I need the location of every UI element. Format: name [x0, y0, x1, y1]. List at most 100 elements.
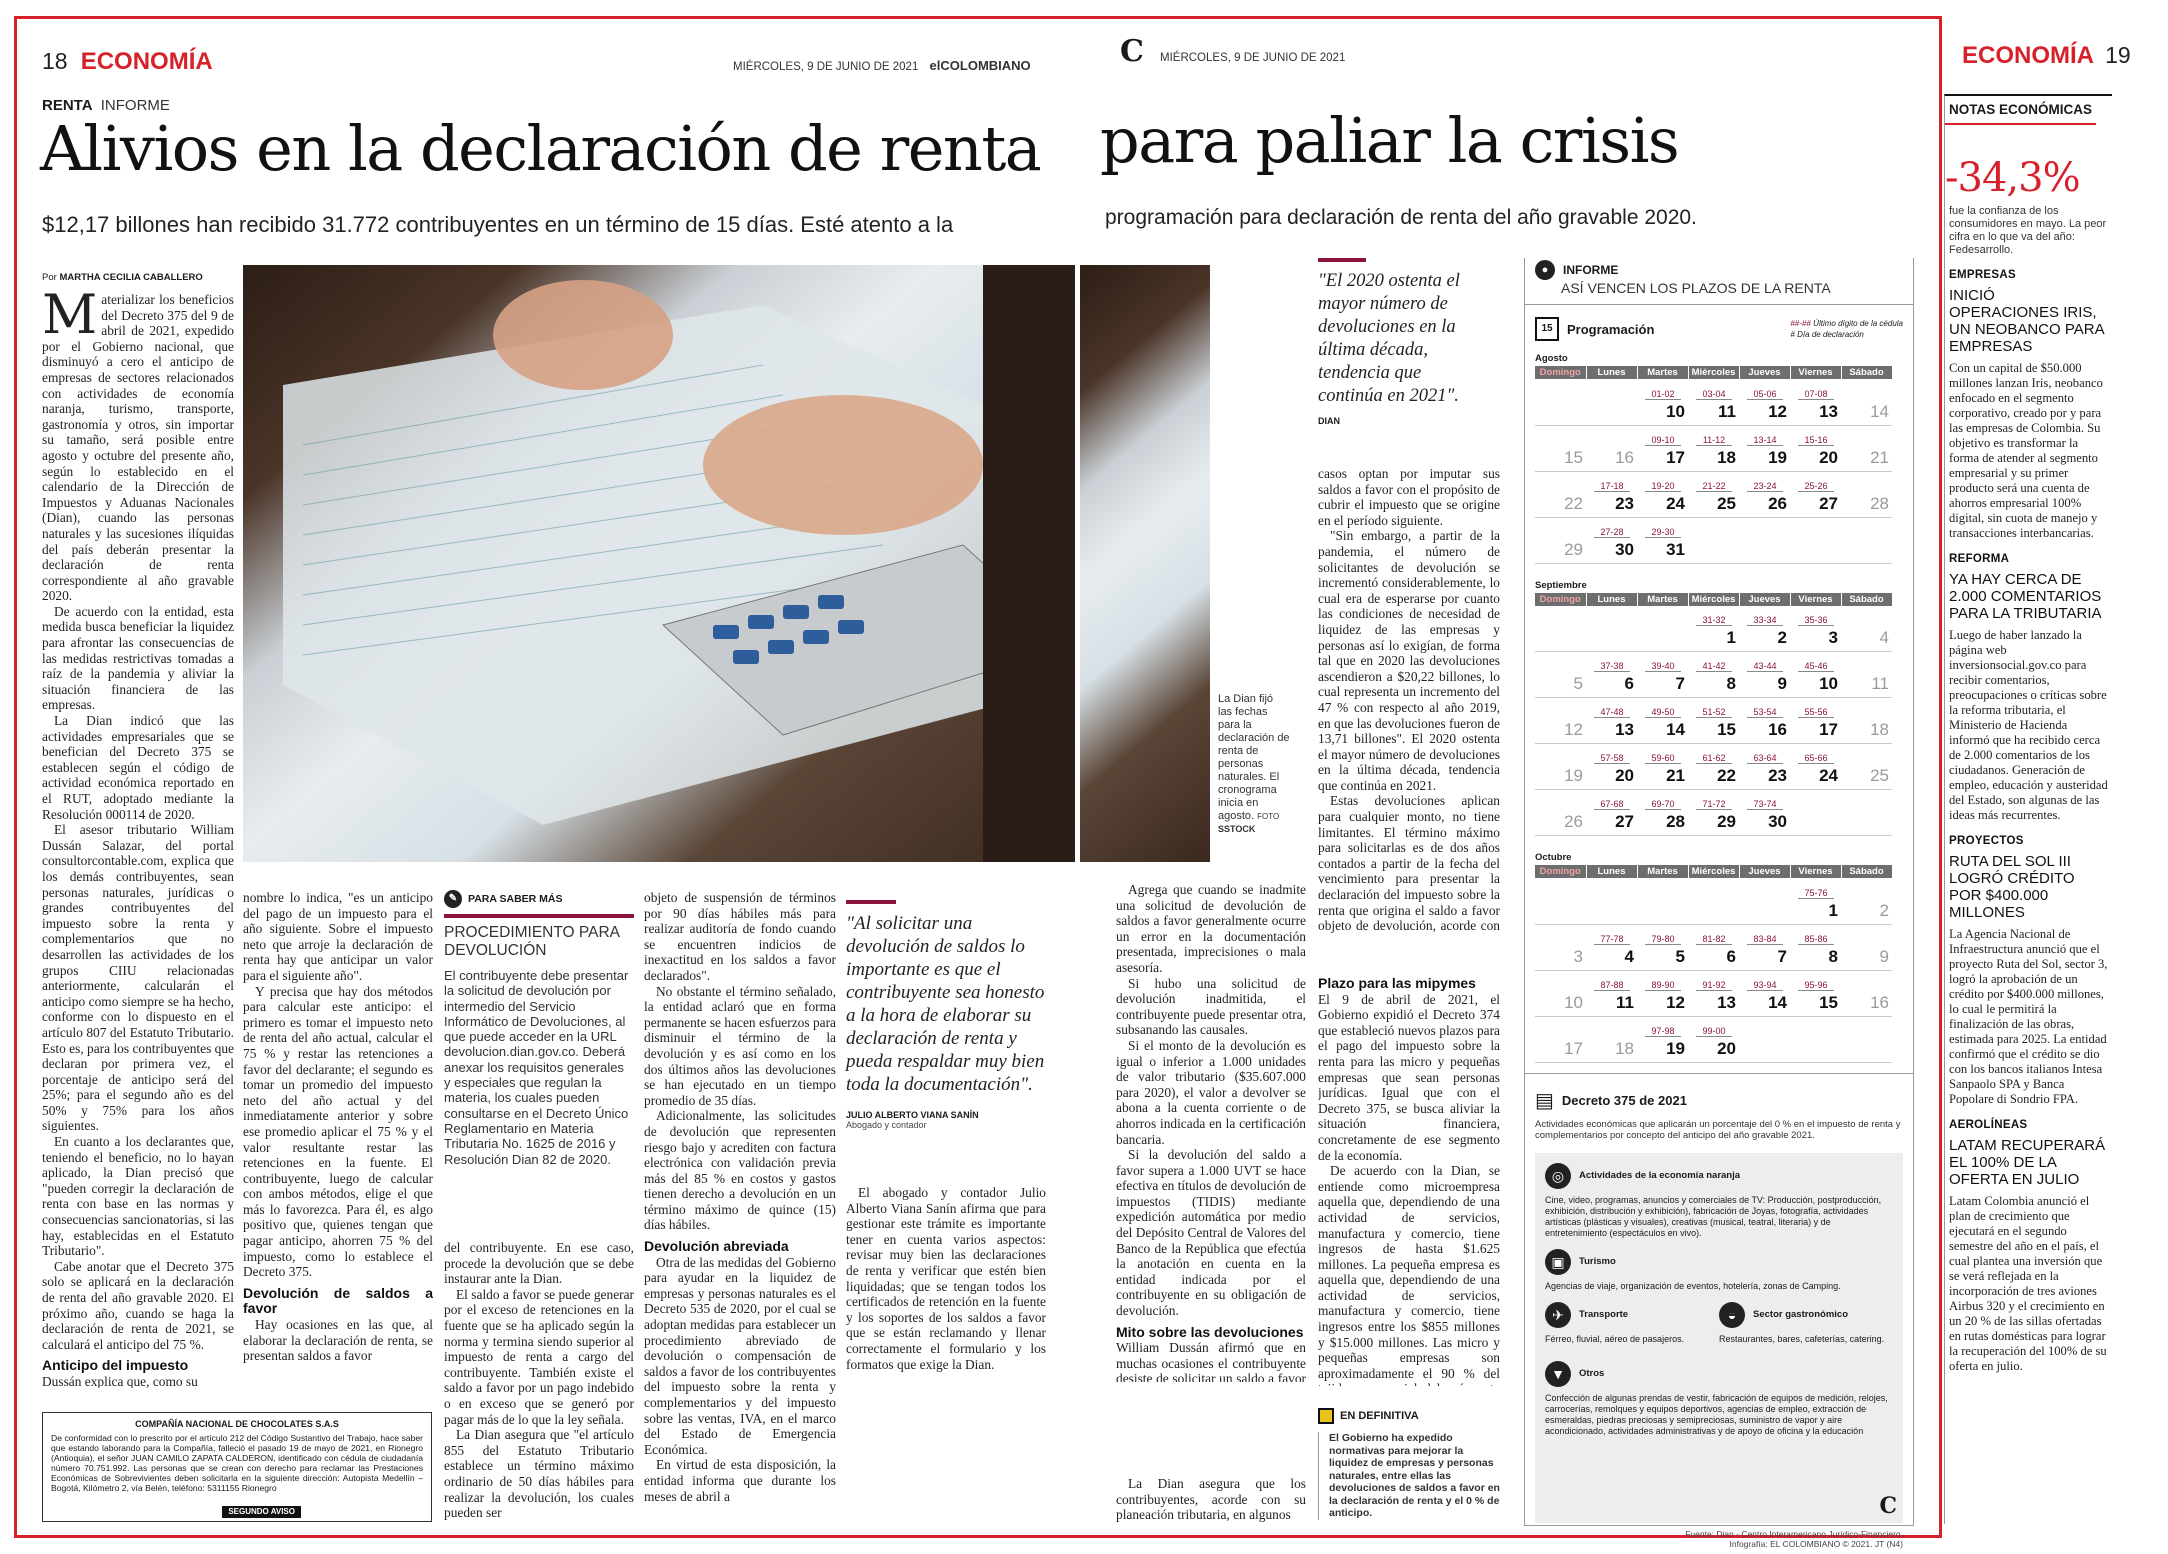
day-number: 17: [1666, 447, 1685, 467]
calendar-day: 17-18 23: [1586, 471, 1637, 518]
paper-logo: C: [1120, 34, 1144, 69]
calendar-day: 83-84 7: [1739, 924, 1790, 971]
weekday-header: Jueves: [1739, 592, 1791, 606]
divider: [444, 914, 634, 918]
calendar-day: 51-52 15: [1688, 697, 1739, 744]
calendar-day: 71-72 29: [1688, 789, 1739, 836]
calendar-week: 22 17-18 23 19-20 24 21-22 25 23-24 26 25-26 27 28: [1535, 471, 1892, 518]
paragraph: El asesor tributario William Dussán Sala…: [42, 822, 234, 1134]
note-text: Latam Colombia anunció el plan de crecim…: [1949, 1194, 2107, 1373]
decreto-section: ▤ Decreto 375 de 2021 Actividades económ…: [1525, 1072, 1913, 1141]
calendar-day: [1586, 878, 1637, 925]
sidebar-note: PROYECTOS RUTA DEL SOL III LOGRÓ CRÉDITO …: [1949, 835, 2108, 1107]
pull-quote-2: "El 2020 ostenta el mayor número de devo…: [1318, 258, 1488, 426]
day-number: 22: [1717, 766, 1736, 785]
weekday-header: Martes: [1637, 865, 1689, 878]
calendar-day: [1688, 517, 1739, 564]
calendar-day: 23-24 26: [1739, 471, 1790, 518]
calendar-week: 17 18 97-98 19 99-00 20: [1535, 1016, 1892, 1063]
note-title: YA HAY CERCA DE 2.000 COMENTARIOS PARA L…: [1949, 571, 2102, 622]
calendar-day: [1586, 379, 1637, 426]
calendar-day: 77-78 4: [1586, 924, 1637, 971]
calendar-day: 95-96 15: [1790, 970, 1841, 1017]
calendar-month: Agosto Domingo Lunes Martes Miércoles Jueves V…: [1535, 353, 1903, 564]
cedula-digits: 35-36: [1798, 615, 1834, 626]
source: Fuente: Dian - Centro Interamericano Jur…: [1685, 1528, 1903, 1539]
definitiva-box: EN DEFINITIVA El Gobierno ha expedido no…: [1318, 1408, 1500, 1520]
day-number: 9: [1777, 674, 1787, 693]
cedula-digits: 09-10: [1645, 435, 1681, 446]
day-number: 15: [1717, 720, 1736, 739]
calendar-day: [1637, 878, 1688, 925]
sector-title: Sector gastronómico: [1753, 1309, 1849, 1320]
cedula-digits: 87-88: [1594, 980, 1630, 991]
calendar-day: [1790, 517, 1841, 564]
calendar-day: 13-14 19: [1739, 425, 1790, 472]
weekday-header: Martes: [1637, 592, 1689, 606]
calendar-day: 33-34 2: [1739, 605, 1790, 652]
day-number: 15: [1819, 992, 1838, 1012]
calendar-day: 07-08 13: [1790, 379, 1841, 426]
ad-footer: SEGUNDO AVISO: [222, 1506, 301, 1518]
calendar-day: [1790, 789, 1841, 836]
calendar-day: 43-44 9: [1739, 651, 1790, 698]
legend-digits: Último dígito de la cédula: [1813, 319, 1903, 328]
calendar-week: 10 87-88 11 89-90 12 91-92 13 93-94 14 95-96 15 16: [1535, 970, 1892, 1017]
dateline-left: MIÉRCOLES, 9 DE JUNIO DE 2021 elCOLOMBIA…: [733, 58, 1031, 73]
paragraph: casos optan por imputar sus saldos a fav…: [1318, 466, 1500, 528]
day-number: 11: [1616, 992, 1634, 1012]
sector-text: Restaurantes, bares, cafeterías, caterin…: [1719, 1333, 1885, 1344]
weekday-header: Sábado: [1841, 366, 1893, 379]
paragraph: objeto de suspensión de términos por 90 …: [644, 890, 836, 983]
kicker: RENTA INFORME: [42, 97, 170, 114]
sector-transporte: ✈ Transporte Férreo, fluvial, aéreo de pa…: [1545, 1301, 1719, 1345]
cedula-digits: 45-46: [1798, 661, 1834, 672]
day-number: 5: [1573, 674, 1583, 693]
cedula-digits: 67-68: [1594, 799, 1630, 810]
day-number: 5: [1675, 946, 1685, 966]
article-column-7: Agrega que cuando se inadmite una solici…: [1116, 882, 1306, 1382]
paragraph: Estas devoluciones aplican para cualquie…: [1318, 793, 1500, 936]
day-number: 8: [1828, 946, 1838, 966]
cedula-digits: 63-64: [1747, 753, 1783, 764]
section-label-left: ECONOMÍA: [80, 48, 213, 75]
cedula-digits: 17-18: [1594, 481, 1630, 492]
sector-turismo: ▣ Turismo: [1545, 1248, 1893, 1275]
subheading: Devolución abreviada: [644, 1238, 789, 1255]
cedula-digits: 81-82: [1696, 934, 1732, 945]
calendar-day: 89-90 12: [1637, 970, 1688, 1017]
calendar-week: 12 47-48 13 49-50 14 51-52 15 53-54 16 55-56 17 18: [1535, 697, 1892, 744]
cedula-digits: 83-84: [1747, 934, 1783, 945]
calendar-week: 3 77-78 4 79-80 5 81-82 6 83-84 7 85-86 8 9: [1535, 924, 1892, 971]
cedula-digits: 95-96: [1798, 980, 1834, 991]
subheading: Devolución de saldos a favor: [243, 1284, 433, 1317]
sector-title: Transporte: [1579, 1309, 1629, 1320]
cedula-digits: 23-24: [1747, 481, 1783, 492]
cedula-digits: 93-94: [1747, 980, 1783, 991]
calendar-icon: 15: [1535, 317, 1559, 341]
weekday-header: Jueves: [1739, 366, 1791, 379]
sector-title: Turismo: [1579, 1256, 1616, 1267]
weekday-header: Lunes: [1586, 865, 1638, 878]
paragraph: La Dian asegura que "el artículo 855 del…: [444, 1427, 634, 1520]
calendar-week: 5 37-38 6 39-40 7 41-42 8 43-44 9 45-46 10 11: [1535, 651, 1892, 698]
paragraph: Dussán explica que, como su: [42, 1373, 198, 1388]
calendar-day: 16: [1586, 425, 1637, 472]
calendar-day: 91-92 13: [1688, 970, 1739, 1017]
day-number: 23: [1768, 766, 1787, 785]
note-text: Con un capital de $50.000 millones lanza…: [1949, 361, 2103, 540]
article-column-1: M aterializar los beneficios del Decreto…: [42, 292, 234, 1388]
weekday-header: Sábado: [1841, 865, 1893, 878]
sidebar-title: NOTAS ECONÓMICAS: [1945, 96, 2097, 125]
cedula-digits: 29-30: [1645, 527, 1681, 538]
calendar-day: 10: [1535, 970, 1586, 1017]
article-column-3: del contribuyente. En ese caso, procede …: [444, 1240, 634, 1520]
paragraph: Si el monto de la devolución es igual o …: [1116, 1037, 1306, 1147]
calendar-day: [1535, 878, 1586, 925]
day-number: 20: [1717, 1038, 1736, 1058]
notas-economicas-sidebar: NOTAS ECONÓMICAS -34,3% fue la confianza…: [1944, 94, 2112, 1524]
calendar-day: 99-00 20: [1688, 1016, 1739, 1063]
day-number: 28: [1870, 493, 1889, 513]
calendar-day: 3: [1535, 924, 1586, 971]
cedula-digits: 15-16: [1798, 435, 1834, 446]
